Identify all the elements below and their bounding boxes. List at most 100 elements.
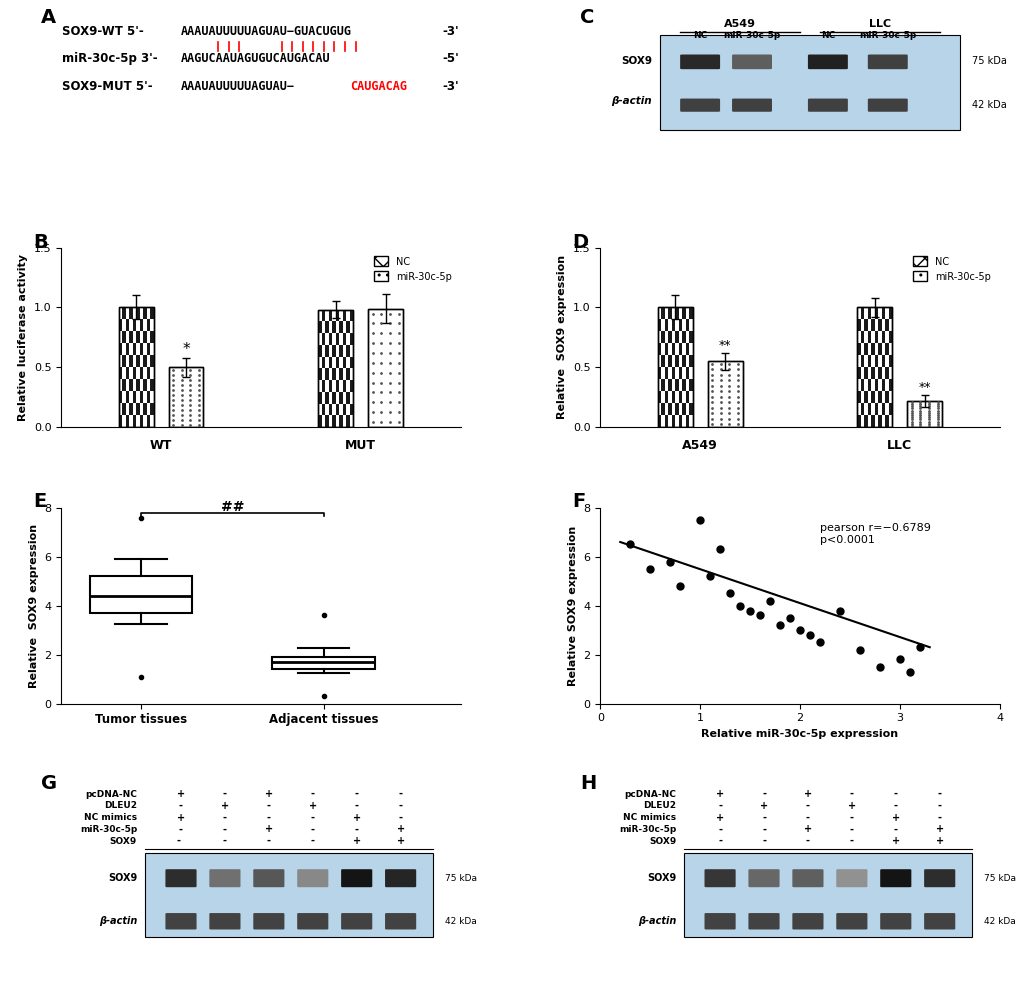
Bar [118,367,122,379]
Point [801,627,817,643]
Bar [867,307,870,319]
Bar [660,403,664,415]
Bar [342,404,345,415]
Bar [125,319,129,331]
Bar [325,345,328,357]
Point [771,617,788,633]
Bar [707,361,742,427]
Bar [321,333,325,345]
Bar [867,331,870,343]
Text: -: - [223,789,226,799]
Text: 42 kDa: 42 kDa [444,917,476,926]
Bar [150,307,154,319]
Bar [675,307,678,319]
Text: NC: NC [820,31,835,40]
Text: +: + [847,801,855,811]
Bar [874,355,877,367]
FancyBboxPatch shape [384,869,416,887]
Bar [863,367,867,379]
Legend: NC, miR-30c-5p: NC, miR-30c-5p [908,252,994,286]
Text: miR-30c-5p: miR-30c-5p [858,31,915,40]
Bar [325,415,328,427]
Bar [863,343,867,355]
Bar [321,404,325,415]
Bar [906,401,942,427]
Text: B: B [34,233,48,252]
Text: -: - [398,813,403,823]
FancyBboxPatch shape [792,913,822,929]
Text: -: - [267,813,271,823]
Text: -: - [398,789,403,799]
Text: DLEU2: DLEU2 [104,801,137,810]
Bar [884,415,888,427]
Bar [350,404,353,415]
Bar [657,391,660,403]
Point [691,512,707,528]
FancyBboxPatch shape [732,55,771,69]
FancyBboxPatch shape [209,869,240,887]
Text: SOX9: SOX9 [621,56,651,66]
Point [791,622,807,638]
Text: NC mimics: NC mimics [84,813,137,822]
Bar [140,367,143,379]
Text: +: + [176,813,184,823]
Bar [132,367,136,379]
FancyBboxPatch shape [923,913,955,929]
Point [901,664,917,680]
Bar [881,355,884,367]
FancyBboxPatch shape [867,99,907,112]
Bar [657,307,692,427]
Bar [664,415,667,427]
Text: β-actin: β-actin [637,916,676,926]
Bar [664,319,667,331]
Text: +: + [265,824,273,834]
Text: -: - [893,824,897,834]
Bar [657,307,692,427]
Text: pearson r=−0.6789
p<0.0001: pearson r=−0.6789 p<0.0001 [819,523,930,545]
Point [751,607,767,623]
Bar [664,367,667,379]
Text: SOX9-MUT 5'-: SOX9-MUT 5'- [62,80,153,93]
Bar [678,367,682,379]
PathPatch shape [90,576,193,613]
Bar [321,380,325,392]
Bar [325,321,328,333]
Text: -: - [177,836,184,846]
FancyBboxPatch shape [384,913,416,929]
FancyBboxPatch shape [680,55,719,69]
FancyBboxPatch shape [867,55,907,69]
Bar [325,368,328,380]
Text: +: + [265,789,273,799]
Bar [129,331,132,343]
Text: -: - [761,813,765,823]
Bar [877,415,881,427]
Text: MUT: MUT [344,439,376,452]
Bar [325,392,328,404]
Text: -3': -3' [442,25,459,38]
Bar [122,331,125,343]
Bar [147,319,150,331]
Text: A: A [41,8,56,27]
Text: NC: NC [692,31,706,40]
FancyBboxPatch shape [340,869,372,887]
Bar [140,343,143,355]
Bar [118,343,122,355]
Bar [143,331,147,343]
Text: E: E [34,492,47,511]
Bar [671,319,675,331]
Text: **: ** [917,381,930,394]
Point [911,639,927,655]
Bar [888,307,892,319]
Bar [147,415,150,427]
Bar [132,343,136,355]
Bar [332,392,335,404]
Bar [857,415,860,427]
Point [741,603,757,619]
Text: LLC: LLC [887,439,911,452]
Text: -: - [936,813,941,823]
Text: **: ** [718,339,731,352]
Bar [671,391,675,403]
Bar [147,367,150,379]
Bar [685,415,689,427]
Text: +: + [759,801,767,811]
